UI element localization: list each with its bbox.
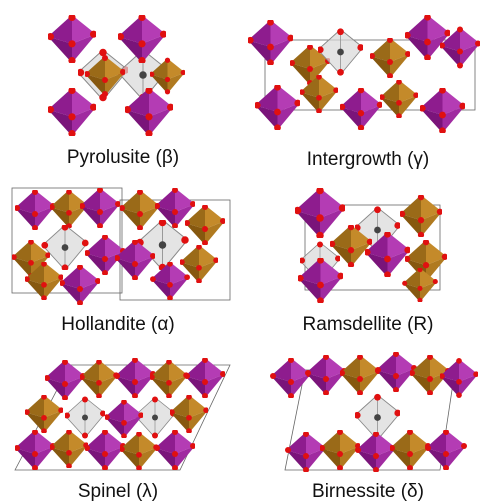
birnessite-structure [270,352,478,472]
structure-label: Hollandite (α) [61,314,174,335]
hollandite-structure [11,187,231,305]
structure-label: Birnessite (δ) [312,481,424,502]
spinel-structure [14,358,231,471]
structure-label: Intergrowth (γ) [307,149,429,170]
ramsdellite-structure [295,188,447,303]
structure-label: Spinel (λ) [78,481,158,502]
intergrowth-structure [248,15,480,133]
structure-label: Pyrolusite (β) [67,147,179,168]
structure-label: Ramsdellite (R) [303,314,434,335]
pyrolusite-structure [48,15,185,136]
